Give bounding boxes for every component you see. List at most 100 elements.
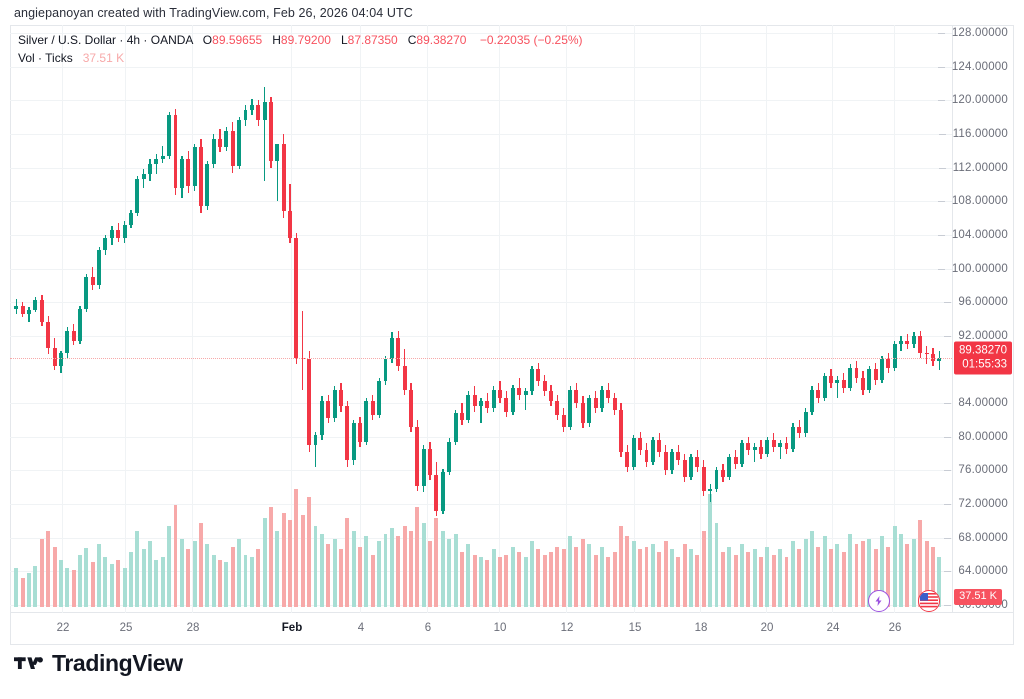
price-tick-dash <box>937 33 945 34</box>
time-axis[interactable]: 22 25 28 Feb 4 6 10 12 15 18 20 24 26 <box>10 613 1014 645</box>
candle-wick <box>302 310 304 390</box>
volume-bar <box>771 554 776 607</box>
candle-body <box>218 138 222 148</box>
candle-body <box>84 276 89 309</box>
volume-bar <box>402 525 407 607</box>
candle-body <box>892 344 897 368</box>
volume-bar <box>313 525 318 607</box>
candle-body <box>568 389 573 427</box>
candle-body <box>351 423 356 461</box>
volume-bar <box>587 544 592 607</box>
candle-body <box>237 120 242 166</box>
volume-bar <box>218 559 222 607</box>
candle-body <box>714 470 719 489</box>
volume-bar <box>568 536 573 607</box>
candle-body <box>695 456 700 468</box>
volume-bar <box>657 551 662 607</box>
time-axis-tick: 12 <box>560 622 574 634</box>
candle-body <box>243 110 248 121</box>
time-axis-tick: 6 <box>424 622 432 634</box>
candle-body <box>122 224 127 239</box>
candle-body <box>778 443 783 447</box>
candle-body <box>504 398 509 412</box>
volume-bar <box>555 546 560 607</box>
volume-bar <box>733 554 738 607</box>
volume-bar <box>459 551 464 607</box>
volume-bar <box>288 520 293 607</box>
candle-body <box>377 381 382 415</box>
volume-bar <box>396 536 401 607</box>
candle-body <box>835 379 840 383</box>
volume-bar <box>599 546 604 607</box>
current-price-badge[interactable]: 89.38270 01:55:33 <box>954 341 1012 375</box>
volume-bar <box>275 530 280 607</box>
candle-body <box>128 213 133 225</box>
volume-bar <box>529 541 534 607</box>
candle-body <box>428 448 433 476</box>
candle-body <box>389 337 394 360</box>
price-tick-dash <box>944 403 952 405</box>
gridline-vertical <box>62 25 63 613</box>
volume-bar <box>746 551 751 607</box>
candle-body <box>676 451 681 461</box>
candle-body <box>33 300 38 310</box>
price-axis-tick: 64.00000 <box>944 565 1008 577</box>
volume-bar <box>364 536 369 607</box>
volume-bar <box>924 541 929 607</box>
candle-body <box>358 423 363 442</box>
volume-bar <box>701 530 706 607</box>
candle-body <box>593 398 598 409</box>
volume-bar <box>27 572 32 607</box>
candle-body <box>650 440 655 462</box>
price-tick-dash <box>937 100 945 102</box>
volume-bar <box>58 559 63 607</box>
price-axis[interactable]: 128.00000 124.00000 120.00000 116.00000 112.… <box>937 25 1014 613</box>
volume-value-badge[interactable]: 37.51 K <box>954 589 1002 605</box>
time-axis-tick: 10 <box>493 622 507 634</box>
volume-bar <box>300 515 305 607</box>
volume-bar <box>689 549 693 607</box>
candle-body <box>727 456 732 478</box>
gridline-vertical <box>766 25 767 613</box>
candle-body <box>911 335 916 345</box>
volume-bar <box>135 530 140 607</box>
volume-bar <box>249 557 254 607</box>
gridline-vertical <box>566 25 567 613</box>
candle-wick <box>28 307 30 323</box>
candle-body <box>281 144 286 212</box>
volume-bar <box>937 557 942 607</box>
candle-body <box>160 155 165 160</box>
gridline-vertical <box>634 25 635 613</box>
candle-wick <box>276 155 279 202</box>
lightning-bolt-icon[interactable] <box>868 590 890 612</box>
candle-body <box>466 394 471 420</box>
volume-bar <box>854 544 859 607</box>
candle-body <box>880 359 884 380</box>
price-tick-dash <box>944 470 952 472</box>
volume-bar <box>523 557 528 607</box>
candle-body <box>116 229 121 239</box>
price-axis-tick: 96.00000 <box>944 296 1008 308</box>
volume-bar <box>154 559 159 607</box>
attribution-text: angiepanoyan created with TradingView.co… <box>14 6 413 20</box>
price-axis-tick: 104.00000 <box>937 229 1008 241</box>
candle-body <box>485 401 490 409</box>
volume-bar <box>625 536 630 607</box>
gridline-horizontal <box>10 235 952 236</box>
us-flag-icon[interactable] <box>918 590 940 612</box>
candle-body <box>918 335 923 353</box>
chart-plot-area[interactable] <box>10 25 952 613</box>
gridline-horizontal <box>10 100 952 101</box>
gridline-horizontal <box>10 437 952 438</box>
candle-wick <box>836 376 839 399</box>
volume-bar <box>714 523 719 607</box>
volume-bar <box>517 551 522 607</box>
volume-bar <box>103 557 108 607</box>
candle-wick <box>155 154 158 175</box>
volume-bar <box>606 557 611 607</box>
candle-body <box>549 391 553 402</box>
volume-bar <box>230 546 235 607</box>
candle-body <box>154 159 159 165</box>
candle-body <box>606 389 611 399</box>
volume-bar <box>669 549 674 607</box>
